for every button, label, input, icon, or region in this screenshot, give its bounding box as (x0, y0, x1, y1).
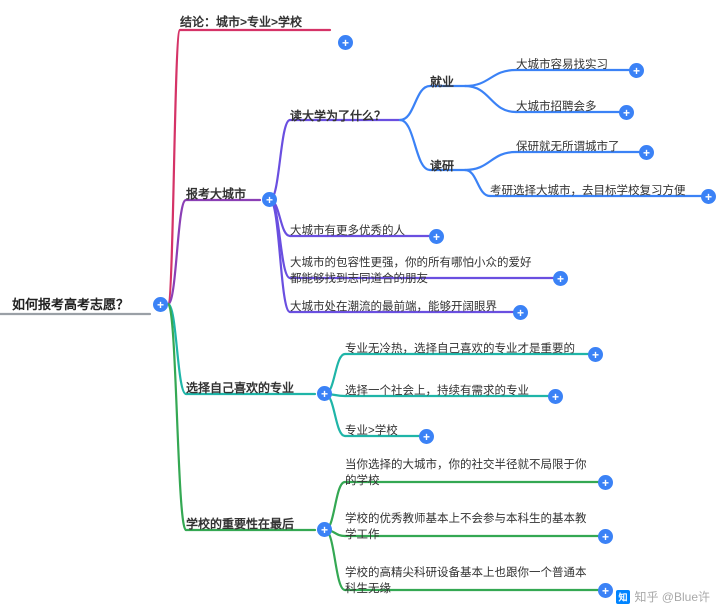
leaf-b3-2: 专业>学校 (345, 424, 398, 440)
leaf-b3-0: 专业无冷热，选择自己喜欢的专业才是重要的 (345, 342, 575, 358)
leaf-expand-b4-0[interactable]: + (598, 475, 613, 490)
leaf-b3-1: 选择一个社会上，持续有需求的专业 (345, 384, 529, 400)
leaf-b4-2: 学校的高精尖科研设备基本上也跟你一个普通本科生无缘 (345, 566, 587, 597)
branch-b3: 选择自己喜欢的专业 (186, 380, 294, 396)
leaf-expand-b1-0[interactable]: + (338, 35, 353, 50)
node-label: 考研选择大城市，去目标学校复习方便 (490, 184, 686, 200)
expand-sub-b2-2[interactable]: + (553, 271, 568, 286)
leaf-b4-1: 学校的优秀教师基本上不会参与本科生的基本教学工作 (345, 512, 587, 543)
sub-b2-0: 读大学为了什么？ (290, 108, 386, 124)
leaf-b4-0: 当你选择的大城市，你的社交半径就不局限于你的学校 (345, 458, 587, 489)
root-node: 如何报考高考志愿？ (12, 296, 129, 314)
svg-text:知: 知 (618, 591, 628, 602)
branch-b1: 结论：城市>专业>学校 (180, 14, 302, 30)
branch-b2: 报考大城市 (186, 186, 246, 202)
watermark-text: 知乎 @Blue许 (634, 588, 710, 605)
expand-icon[interactable]: + (619, 105, 634, 120)
sub-b2-2: 大城市的包容性更强，你的所有哪怕小众的爱好都能够找到志同道合的朋友 (290, 256, 532, 287)
node-label: 保研就无所谓城市了 (516, 140, 620, 156)
leaf-expand-b3-0[interactable]: + (588, 347, 603, 362)
leaf-expand-b4-2[interactable]: + (598, 583, 613, 598)
leaf-expand-b3-2[interactable]: + (419, 429, 434, 444)
expand-icon[interactable]: + (629, 63, 644, 78)
leaf-expand-b4-1[interactable]: + (598, 529, 613, 544)
watermark: 知 知乎 @Blue许 (616, 588, 710, 605)
expand-sub-b2-3[interactable]: + (513, 305, 528, 320)
sub-b2-3: 大城市处在潮流的最前端，能够开阔眼界 (290, 300, 497, 316)
expand-b4[interactable]: + (317, 522, 332, 537)
node-label: 大城市招聘会多 (516, 100, 597, 116)
node-label: 大城市容易找实习 (516, 58, 608, 74)
branch-b4: 学校的重要性在最后 (186, 516, 294, 532)
expand-sub-b2-1[interactable]: + (429, 229, 444, 244)
zhihu-icon: 知 (616, 590, 630, 604)
subsub-1: 读研 (430, 158, 454, 174)
subsub-0: 就业 (430, 74, 454, 90)
expand-b2[interactable]: + (262, 192, 277, 207)
root-expand-icon[interactable]: + (153, 297, 168, 312)
expand-icon[interactable]: + (701, 189, 716, 204)
expand-b3[interactable]: + (317, 386, 332, 401)
expand-icon[interactable]: + (639, 145, 654, 160)
sub-b2-1: 大城市有更多优秀的人 (290, 224, 405, 240)
leaf-expand-b3-1[interactable]: + (548, 389, 563, 404)
